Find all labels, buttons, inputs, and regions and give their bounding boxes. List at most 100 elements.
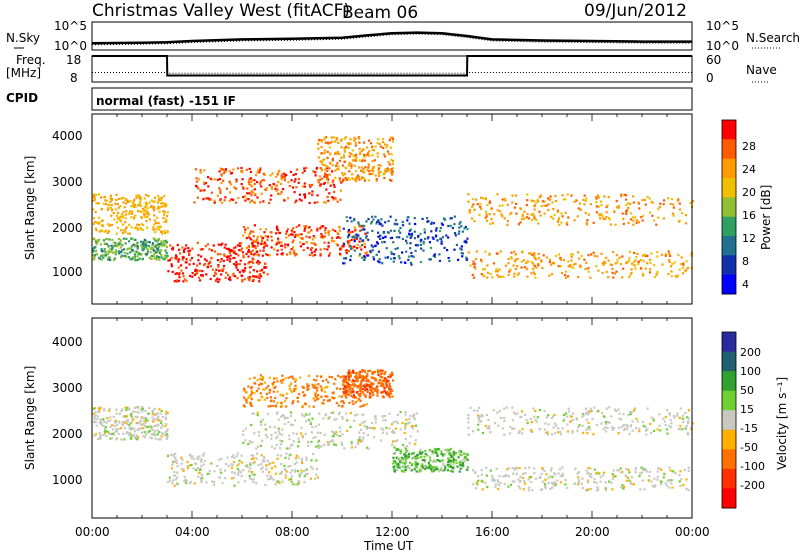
power-cell: [345, 178, 349, 181]
velocity-cell: [589, 410, 592, 413]
velocity-cell: [376, 369, 380, 372]
velocity-cell: [200, 460, 203, 463]
power-cell: [253, 224, 256, 227]
velocity-cell: [361, 369, 364, 372]
power-cell: [671, 212, 674, 215]
power-cell: [103, 230, 106, 233]
velocity-cell: [294, 469, 297, 472]
power-cell: [151, 243, 154, 246]
power-cell: [314, 248, 318, 251]
power-cell: [625, 209, 628, 212]
power-cell: [379, 237, 382, 240]
power-cell: [256, 241, 260, 245]
power-cell: [529, 252, 532, 255]
power-cell: [608, 216, 611, 220]
velocity-cell: [173, 484, 176, 487]
power-cell: [262, 249, 265, 252]
power-cell: [464, 225, 467, 228]
power-cell: [547, 197, 550, 200]
power-cell: [357, 136, 360, 139]
velocity-cell: [352, 382, 355, 386]
power-cell: [463, 240, 466, 243]
power-cell: [528, 252, 531, 255]
velocity-cell: [368, 380, 371, 383]
power-cell: [409, 261, 412, 264]
power-cell: [247, 235, 250, 238]
velocity-cell: [197, 458, 200, 461]
power-colorbar: [721, 119, 737, 295]
power-cell: [276, 228, 279, 231]
power-cell: [431, 236, 434, 239]
power-cell: [565, 221, 568, 224]
power-cell: [334, 169, 337, 172]
velocity-cell: [414, 455, 417, 458]
velocity-cell: [289, 465, 292, 468]
power-cell: [559, 256, 562, 259]
power-cell: [177, 279, 181, 282]
velocity-cell: [509, 426, 512, 429]
velocity-cell: [111, 428, 114, 431]
velocity-cell: [307, 444, 310, 447]
velocity-cell: [418, 452, 422, 455]
velocity-cell: [493, 479, 496, 482]
power-cell: [238, 249, 241, 252]
power-cell: [672, 203, 675, 206]
power-cell: [160, 249, 163, 252]
power-cell: [571, 253, 574, 256]
velocity-cell: [124, 427, 127, 430]
velocity-cell: [388, 427, 391, 430]
power-cell: [351, 159, 355, 162]
velocity-cell: [316, 375, 319, 378]
power-cell: [656, 272, 659, 276]
power-cell: [424, 237, 427, 240]
power-cell: [585, 197, 588, 200]
power-cell: [486, 271, 490, 274]
velocity-cell: [391, 430, 394, 433]
power-cell: [124, 230, 127, 234]
velocity-cell: [461, 466, 464, 469]
power-cell: [276, 249, 279, 252]
power-cell: [668, 252, 671, 255]
velocity-cell: [259, 374, 262, 377]
power-cell: [235, 187, 238, 190]
power-cell: [327, 254, 331, 257]
power-cell: [678, 202, 681, 205]
velocity-cell: [190, 457, 193, 460]
power-cell: [145, 210, 148, 213]
power-cell: [637, 221, 641, 224]
velocity-cell: [648, 470, 651, 473]
velocity-cell: [131, 434, 134, 438]
vel-cbar-tick-200: 200: [740, 346, 761, 359]
velocity-cell: [496, 480, 500, 484]
power-cell: [458, 230, 461, 233]
velocity-cell: [288, 384, 291, 388]
velocity-cell: [315, 379, 318, 382]
power-cell: [221, 269, 224, 273]
velocity-cell: [369, 426, 373, 429]
power-cell: [100, 249, 103, 252]
velocity-cell: [581, 486, 584, 490]
velocity-cell: [668, 425, 671, 428]
velocity-cell: [393, 465, 396, 468]
power-cell: [144, 216, 147, 219]
velocity-cell: [372, 393, 375, 397]
power-cell: [160, 202, 163, 205]
velocity-cell: [511, 406, 514, 409]
velocity-cell: [342, 380, 345, 383]
power-ytick-2000: 2000: [52, 221, 83, 235]
velocity-cell: [312, 452, 315, 456]
power-cell: [317, 181, 320, 184]
power-cell: [348, 152, 351, 155]
power-cell: [223, 199, 226, 202]
power-cell: [328, 192, 331, 195]
velocity-cell: [333, 397, 336, 400]
power-cell: [351, 173, 354, 176]
velocity-cell: [475, 481, 478, 484]
power-cell: [468, 210, 471, 213]
power-cell: [327, 178, 330, 181]
velocity-cell: [369, 394, 372, 398]
velocity-cell: [258, 378, 262, 381]
power-cell: [161, 202, 164, 205]
power-cell: [323, 164, 326, 167]
power-cell: [356, 243, 359, 247]
